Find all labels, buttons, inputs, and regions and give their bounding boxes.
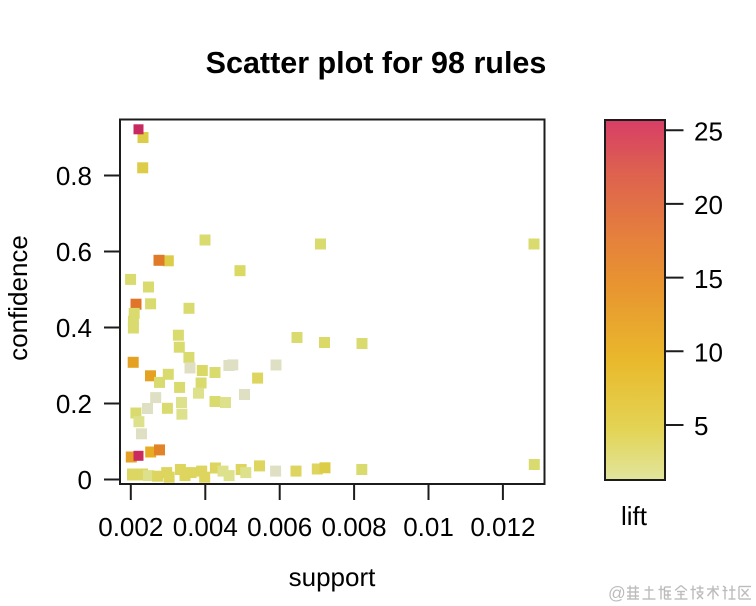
svg-text:5: 5 <box>694 411 708 441</box>
svg-text:0.004: 0.004 <box>173 512 238 542</box>
svg-text:0: 0 <box>78 465 92 495</box>
svg-text:0.8: 0.8 <box>56 161 92 191</box>
svg-text:0.006: 0.006 <box>247 512 312 542</box>
svg-text:20: 20 <box>694 190 723 220</box>
svg-text:0.6: 0.6 <box>56 237 92 267</box>
svg-text:0.2: 0.2 <box>56 389 92 419</box>
svg-text:25: 25 <box>694 116 723 146</box>
svg-text:15: 15 <box>694 264 723 294</box>
svg-text:0.008: 0.008 <box>322 512 387 542</box>
svg-text:0.01: 0.01 <box>403 512 454 542</box>
svg-text:Scatter plot for 98 rules: Scatter plot for 98 rules <box>206 46 547 80</box>
svg-text:0.002: 0.002 <box>98 512 163 542</box>
svg-text:lift: lift <box>621 501 648 531</box>
svg-text:@: @ <box>608 583 626 603</box>
svg-text:confidence: confidence <box>3 235 33 361</box>
svg-text:10: 10 <box>694 338 723 368</box>
svg-text:0.012: 0.012 <box>470 512 535 542</box>
svg-text:support: support <box>289 562 376 592</box>
svg-text:0.4: 0.4 <box>56 313 92 343</box>
